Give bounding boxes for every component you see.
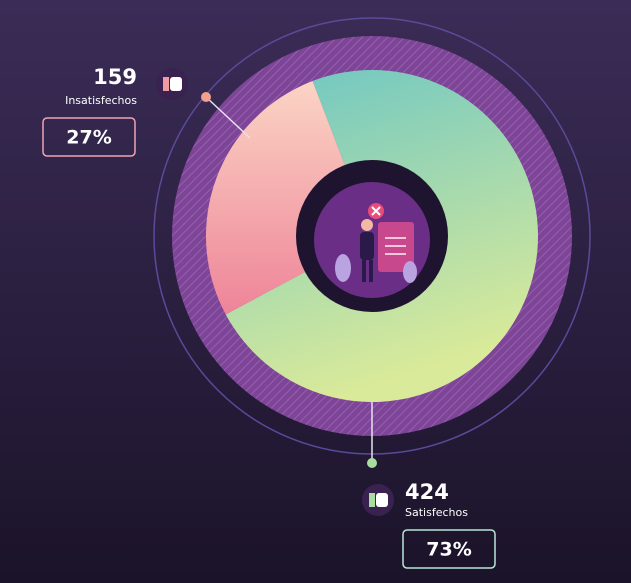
thumb-icon bbox=[376, 493, 388, 507]
percent-label: 27% bbox=[66, 127, 111, 149]
category-label: Satisfechos bbox=[405, 506, 468, 519]
connector-dot bbox=[201, 92, 211, 102]
category-label: Insatisfechos bbox=[65, 94, 137, 107]
thumb-icon bbox=[170, 77, 182, 91]
thumb-icon bbox=[369, 493, 375, 507]
count-label: 159 bbox=[93, 65, 137, 89]
page: {"chart_data": {"type": "pie", "categori… bbox=[0, 0, 631, 583]
connector-dot bbox=[367, 458, 377, 468]
thumb-icon bbox=[163, 77, 169, 91]
percent-label: 73% bbox=[426, 539, 471, 561]
chart: 159 Insatisfechos 27% 424 Satisfechos 73% bbox=[0, 0, 631, 583]
count-label: 424 bbox=[405, 480, 449, 504]
